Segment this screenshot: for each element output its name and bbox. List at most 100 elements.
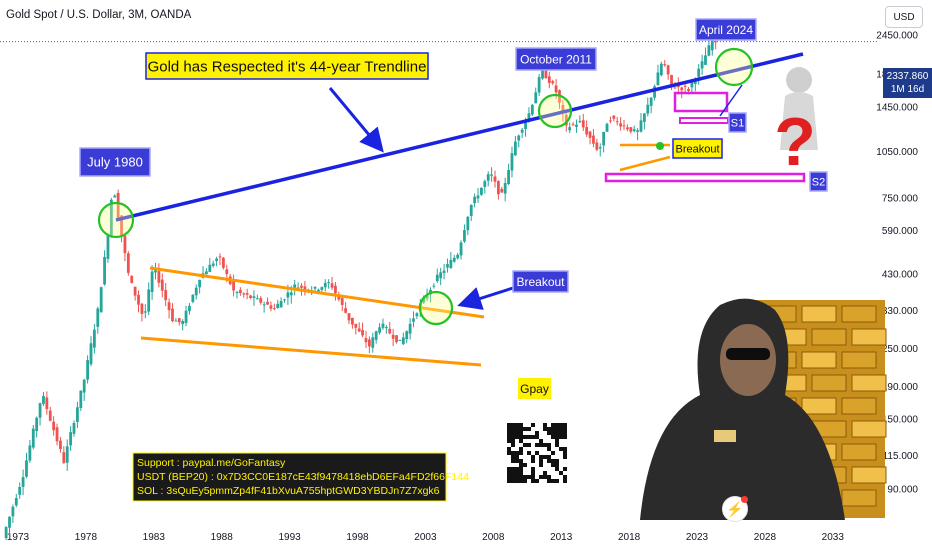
candle-body (653, 86, 656, 98)
qr-module (539, 463, 543, 467)
candle-body (317, 289, 320, 292)
qr-module (543, 471, 547, 475)
qr-module (523, 435, 527, 439)
y-tick-label: 430.000 (882, 270, 919, 281)
candle-body (374, 331, 378, 340)
qr-code (505, 421, 567, 483)
candle-body (174, 320, 178, 322)
candle-body (656, 72, 660, 86)
breakout-dot (656, 142, 664, 150)
qr-module (515, 451, 519, 455)
qr-module (563, 467, 567, 471)
candle-body (276, 303, 280, 309)
candle-body (8, 516, 11, 528)
candle-body (266, 301, 269, 305)
qr-module (519, 435, 523, 439)
candle-body (612, 115, 616, 119)
qr-module (555, 435, 559, 439)
candle-body (449, 259, 453, 268)
s1-label-bg (728, 112, 747, 133)
candle-body (544, 68, 548, 79)
qr-module (551, 427, 555, 431)
candle-body (69, 432, 73, 446)
october-2011-label: October 2011 (515, 47, 597, 71)
candle-body (663, 64, 667, 66)
gold-bar (841, 397, 877, 415)
x-tick-label: 2018 (618, 532, 641, 543)
candle-body (554, 85, 558, 93)
currency-selector[interactable]: USD (885, 6, 923, 28)
candle-body (235, 291, 239, 293)
support-box-bg (132, 452, 447, 502)
qr-module (511, 427, 515, 431)
gold-bar (801, 305, 837, 323)
qr-module (527, 451, 531, 455)
candle-body (483, 181, 487, 187)
gold-bar (841, 305, 877, 323)
chart-title: Gold Spot / U.S. Dollar, 3M, OANDA (6, 9, 192, 21)
candle-body (666, 65, 670, 75)
candle-body (466, 216, 470, 231)
candle-body (42, 395, 45, 404)
qr-module (547, 427, 551, 431)
trendline-44-year (115, 52, 804, 222)
qr-module (543, 475, 547, 479)
candle-body (323, 282, 327, 288)
candle-body (286, 292, 290, 298)
qr-module (563, 475, 567, 479)
qr-module (527, 427, 531, 431)
candle-body (401, 337, 405, 345)
headline-arrow (328, 87, 384, 153)
tradingview-logo-icon[interactable]: ⚡ (722, 496, 748, 522)
candle-body (221, 257, 225, 268)
breakout-small-label: Breakout (672, 138, 723, 159)
qr-module (507, 451, 511, 455)
highlight-circle (418, 290, 454, 326)
qr-module (551, 463, 555, 467)
qr-module (515, 471, 519, 475)
y-tick-label: 330.000 (882, 306, 919, 317)
candle-body (164, 290, 168, 301)
candle-body (408, 323, 412, 334)
candle-body (714, 41, 718, 43)
gold-bar (811, 328, 847, 346)
qr-module (543, 443, 547, 447)
qr-module (507, 475, 511, 479)
qr-module (519, 479, 523, 483)
qr-module (555, 443, 559, 447)
qr-module (507, 467, 511, 471)
candle-body (432, 285, 436, 287)
qr-module (515, 479, 519, 483)
y-tick-label: 90.000 (887, 485, 918, 496)
candle-body (21, 477, 25, 487)
qr-module (535, 435, 539, 439)
qr-module (555, 423, 559, 427)
candle-body (469, 204, 473, 216)
qr-module (519, 459, 523, 463)
qr-module (531, 471, 535, 475)
x-tick-label: 1983 (143, 532, 166, 543)
gold-bar (851, 420, 887, 438)
candle-body (680, 87, 684, 91)
october-2011-label-text: October 2011 (520, 52, 592, 66)
qr-module (539, 439, 543, 443)
candle-body (659, 63, 663, 76)
candle-body (334, 285, 337, 294)
question-mark-icon: ? (774, 104, 816, 180)
y-tick-label: 250.000 (882, 344, 919, 355)
qr-module (507, 435, 511, 439)
candle-body (79, 390, 83, 408)
y-tick-label: 150.000 (882, 414, 919, 425)
qr-module (535, 479, 539, 483)
qr-module (551, 435, 555, 439)
s2-label-bg (809, 171, 828, 192)
candle-body (517, 135, 521, 141)
projection-line (719, 84, 743, 117)
qr-module (531, 467, 535, 471)
candle-body (123, 235, 127, 254)
qr-module (563, 455, 567, 459)
support-line: USDT (BEP20) : 0x7D3CC0E187cE43f9478418e… (137, 471, 469, 483)
candle-body (541, 69, 544, 79)
headline-label: Gold has Respected it's 44-year Trendlin… (145, 52, 429, 80)
gold-bar (851, 374, 887, 392)
